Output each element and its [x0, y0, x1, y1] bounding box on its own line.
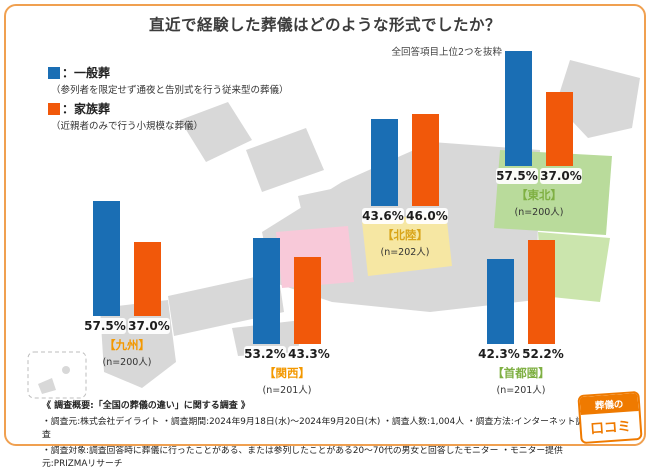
region-sample-size: (n=201人): [262, 385, 312, 396]
percent-row: 57.5% 37.0%: [496, 168, 582, 184]
region-group-kansai: 53.2% 43.3% 【関西】 (n=201人): [244, 214, 330, 396]
bar-general-kyushu: [93, 201, 120, 316]
region-label: 【東北】: [516, 188, 562, 202]
percent-row: 42.3% 52.2%: [478, 346, 564, 362]
bar-family-tohoku: [546, 92, 573, 166]
region-label: 【九州】: [104, 338, 150, 352]
percent-general: 57.5%: [84, 318, 126, 334]
bar-general-tohoku: [505, 51, 532, 166]
legend-item-general: ：一般葬: [48, 64, 289, 81]
percent-family: 46.0%: [406, 208, 448, 224]
sougi-no-kuchikomi-logo: 葬儀の 口コミ: [577, 390, 643, 445]
chart-legend: ：一般葬 （参列者を限定せず通夜と告別式を行う従来型の葬儀） ：家族葬 （近親者…: [48, 62, 289, 136]
legend-swatch-general: [48, 66, 60, 79]
legend-desc-general: （参列者を限定せず通夜と告別式を行う従来型の葬儀）: [51, 85, 289, 96]
percent-general: 53.2%: [244, 346, 286, 362]
percent-general: 42.3%: [478, 346, 520, 362]
legend-swatch-family: [48, 102, 60, 115]
bar-general-kansai: [253, 237, 280, 344]
bar-family-shutoken: [528, 239, 555, 344]
map-region-hokuriku: [362, 212, 452, 276]
percent-general: 43.6%: [362, 208, 404, 224]
percent-row: 53.2% 43.3%: [244, 346, 330, 362]
map-okinawa-island: [38, 378, 56, 394]
page-title: 直近で経験した葬儀はどのような形式でしたか？: [148, 16, 501, 34]
legend-label-general: ：一般葬: [62, 66, 111, 80]
bar-area: [371, 76, 439, 206]
region-sample-size: (n=202人): [380, 247, 430, 258]
percent-row: 57.5% 37.0%: [84, 318, 170, 334]
map-blob-2: [246, 128, 324, 192]
legend-desc-family: （近親者のみで行う小規模な葬儀）: [51, 121, 204, 132]
bar-family-kyushu: [134, 242, 161, 316]
bar-general-hokuriku: [371, 118, 398, 206]
percent-family: 37.0%: [128, 318, 170, 334]
region-group-hokuriku: 43.6% 46.0% 【北陸】 (n=202人): [362, 76, 448, 258]
chart-subtitle: 全回答項目上位2つを抜粋: [391, 47, 502, 58]
map-region-shutoken: [538, 232, 610, 302]
region-label: 【関西】: [264, 366, 310, 380]
map-small-island: [62, 366, 70, 374]
region-sample-size: (n=200人): [514, 207, 564, 218]
survey-overview: 《 調査概要:「全国の葬儀の違い」に関する調査 》 ・調査元:株式会社デイライト…: [42, 398, 587, 472]
percent-family: 37.0%: [540, 168, 582, 184]
bar-area: [505, 36, 573, 166]
survey-detail-line-2: ・調査対象:調査回答時に葬儀に行ったことがある、または参列したことがある20〜7…: [42, 446, 563, 469]
bar-family-hokuriku: [412, 114, 439, 206]
logo-bottom-text: 口コミ: [589, 418, 632, 438]
percent-family: 43.3%: [288, 346, 330, 362]
map-hokkaido: [556, 60, 640, 138]
map-blob-1: [180, 102, 252, 162]
region-sample-size: (n=201人): [496, 385, 546, 396]
region-group-shutoken: 42.3% 52.2% 【首都圏】 (n=201人): [478, 214, 564, 396]
percent-family: 52.2%: [522, 346, 564, 362]
bar-area: [253, 214, 321, 344]
legend-item-family: ：家族葬: [48, 100, 289, 117]
region-group-kyushu: 57.5% 37.0% 【九州】 (n=200人): [84, 186, 170, 368]
region-label: 【首都圏】: [492, 366, 550, 380]
region-label: 【北陸】: [382, 228, 428, 242]
region-sample-size: (n=200人): [102, 357, 152, 368]
region-group-tohoku: 57.5% 37.0% 【東北】 (n=200人): [496, 36, 582, 218]
map-okinawa-box: [27, 351, 87, 399]
legend-label-family: ：家族葬: [62, 102, 111, 116]
bar-general-shutoken: [487, 259, 514, 344]
survey-detail-line-1: ・調査元:株式会社デイライト ・調査期間:2024年9月18日(水)〜2024年…: [42, 417, 585, 440]
percent-row: 43.6% 46.0%: [362, 208, 448, 224]
bar-family-kansai: [294, 257, 321, 344]
bar-area: [487, 214, 555, 344]
survey-overview-title: 《 調査概要:「全国の葬儀の違い」に関する調査 》: [42, 401, 250, 411]
percent-general: 57.5%: [496, 168, 538, 184]
bar-area: [93, 186, 161, 316]
